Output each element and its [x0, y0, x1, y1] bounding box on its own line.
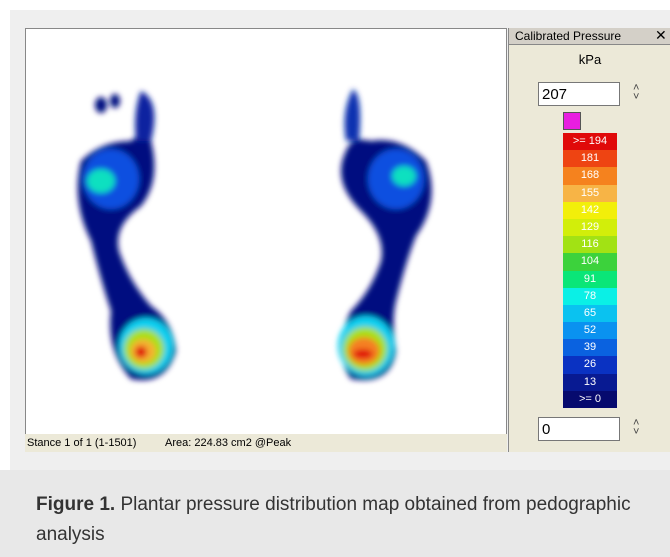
scale-entry: 116	[563, 236, 617, 253]
scale-entry: 155	[563, 185, 617, 202]
status-bar: Stance 1 of 1 (1-1501) Area: 224.83 cm2 …	[25, 434, 507, 452]
scale-entry: 65	[563, 305, 617, 322]
scale-entry: 168	[563, 167, 617, 184]
page: Stance 1 of 1 (1-1501) Area: 224.83 cm2 …	[0, 0, 670, 557]
unit-label: kPa	[509, 52, 670, 67]
min-spinner[interactable]: ˄˅	[633, 419, 639, 437]
scale-entry: 39	[563, 339, 617, 356]
scale-entry: 26	[563, 356, 617, 373]
caption: Figure 1. Plantar pressure distribution …	[0, 470, 670, 557]
caption-body: Plantar pressure distribution map obtain…	[36, 494, 631, 545]
close-button[interactable]: ✕	[655, 27, 667, 44]
scale-entry: 91	[563, 271, 617, 288]
scale-entry: 78	[563, 288, 617, 305]
caption-label: Figure 1.	[36, 494, 115, 515]
stance-label: Stance 1 of 1 (1-1501)	[27, 437, 136, 449]
scale-entry: >= 0	[563, 391, 617, 408]
scale-entry: 13	[563, 374, 617, 391]
scale-entry: >= 194	[563, 133, 617, 150]
scale-entry: 181	[563, 150, 617, 167]
area-label: Area: 224.83 cm2 @Peak	[165, 437, 291, 449]
pressure-map	[25, 28, 507, 435]
feet-image	[26, 29, 506, 434]
min-input[interactable]: 0	[538, 417, 620, 441]
max-input[interactable]: 207	[538, 82, 620, 106]
panel-title: Calibrated Pressure	[515, 29, 621, 43]
caption-text: Figure 1. Plantar pressure distribution …	[36, 490, 666, 550]
panel-titlebar: Calibrated Pressure ✕	[509, 28, 670, 45]
max-spinner[interactable]: ˄˅	[633, 84, 639, 102]
scale-entry: 142	[563, 202, 617, 219]
over-swatch	[563, 112, 581, 130]
scale-entry: 104	[563, 253, 617, 270]
scale-entry: 52	[563, 322, 617, 339]
scale-entry: 129	[563, 219, 617, 236]
